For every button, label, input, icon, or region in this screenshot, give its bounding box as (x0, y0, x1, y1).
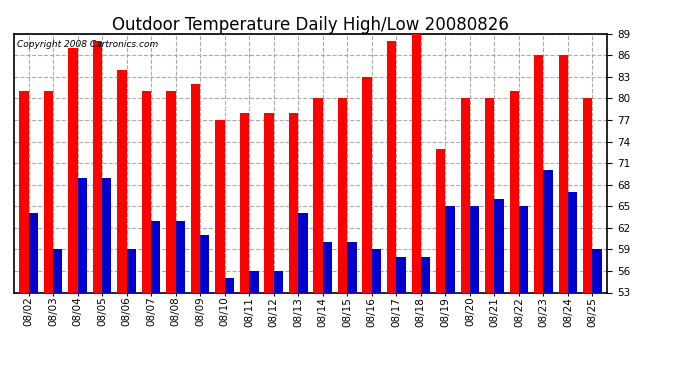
Bar (436, 149, 445, 375)
Bar (372, 249, 381, 375)
Bar (19, 91, 28, 375)
Bar (519, 206, 529, 375)
Bar (28, 213, 38, 375)
Bar (200, 235, 210, 375)
Bar (142, 91, 151, 375)
Bar (102, 177, 111, 375)
Bar (411, 34, 421, 375)
Bar (151, 220, 161, 375)
Bar (274, 271, 283, 375)
Bar (460, 98, 470, 375)
Bar (568, 192, 578, 375)
Bar (387, 41, 396, 375)
Bar (298, 213, 308, 375)
Bar (92, 41, 102, 375)
Bar (215, 120, 225, 375)
Bar (534, 55, 544, 375)
Bar (225, 278, 234, 375)
Bar (593, 249, 602, 375)
Bar (583, 98, 593, 375)
Bar (396, 256, 406, 375)
Bar (117, 70, 126, 375)
Bar (166, 91, 176, 375)
Bar (240, 113, 249, 375)
Bar (338, 98, 347, 375)
Bar (421, 256, 430, 375)
Bar (470, 206, 479, 375)
Bar (347, 242, 357, 375)
Bar (176, 220, 185, 375)
Bar (510, 91, 519, 375)
Bar (362, 77, 372, 375)
Bar (485, 98, 495, 375)
Bar (249, 271, 259, 375)
Bar (445, 206, 455, 375)
Bar (313, 98, 323, 375)
Bar (323, 242, 332, 375)
Bar (68, 48, 77, 375)
Title: Outdoor Temperature Daily High/Low 20080826: Outdoor Temperature Daily High/Low 20080… (112, 16, 509, 34)
Bar (43, 91, 53, 375)
Bar (495, 199, 504, 375)
Bar (544, 170, 553, 375)
Bar (559, 55, 568, 375)
Bar (191, 84, 200, 375)
Bar (264, 113, 274, 375)
Text: Copyright 2008 Cartronics.com: Copyright 2008 Cartronics.com (17, 40, 158, 49)
Bar (126, 249, 136, 375)
Bar (77, 177, 87, 375)
Bar (289, 113, 298, 375)
Bar (53, 249, 62, 375)
